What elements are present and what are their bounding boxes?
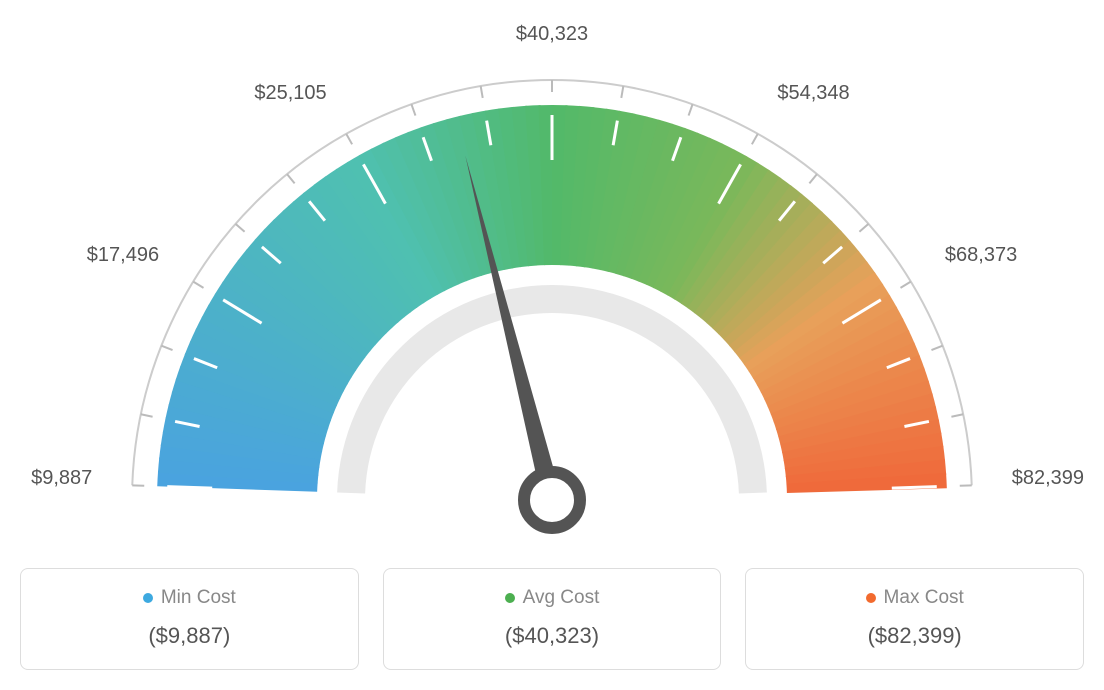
legend-label-min: Min Cost bbox=[161, 587, 236, 609]
gauge-tick-label: $68,373 bbox=[945, 244, 1017, 266]
cost-gauge-container: $9,887 $17,496 $25,105 $40,323 $54,348 $68,37… bbox=[20, 20, 1084, 670]
legend-card-min: Min Cost ($9,887) bbox=[20, 568, 359, 670]
legend-dot-avg bbox=[505, 593, 515, 603]
legend-value-max: ($82,399) bbox=[756, 623, 1073, 649]
legend-dot-max bbox=[866, 593, 876, 603]
gauge-tick-label: $25,105 bbox=[254, 82, 326, 104]
legend-label-row: Avg Cost bbox=[394, 587, 711, 609]
gauge-svg: $9,887 $17,496 $25,105 $40,323 $54,348 $68,37… bbox=[20, 20, 1084, 540]
gauge-tick-label: $40,323 bbox=[516, 23, 588, 45]
gauge-tick-label: $17,496 bbox=[87, 244, 159, 266]
gauge-chart: $9,887 $17,496 $25,105 $40,323 $54,348 $68,37… bbox=[20, 20, 1084, 540]
legend-row: Min Cost ($9,887) Avg Cost ($40,323) Max… bbox=[20, 568, 1084, 670]
legend-label-row: Max Cost bbox=[756, 587, 1073, 609]
legend-label-max: Max Cost bbox=[884, 587, 964, 609]
gauge-tick-label: $82,399 bbox=[1012, 467, 1084, 489]
legend-card-avg: Avg Cost ($40,323) bbox=[383, 568, 722, 670]
legend-label-row: Min Cost bbox=[31, 587, 348, 609]
gauge-tick-label: $54,348 bbox=[777, 82, 849, 104]
gauge-tick-label: $9,887 bbox=[31, 467, 92, 489]
legend-label-avg: Avg Cost bbox=[523, 587, 600, 609]
legend-card-max: Max Cost ($82,399) bbox=[745, 568, 1084, 670]
legend-dot-min bbox=[143, 593, 153, 603]
legend-value-min: ($9,887) bbox=[31, 623, 348, 649]
legend-value-avg: ($40,323) bbox=[394, 623, 711, 649]
